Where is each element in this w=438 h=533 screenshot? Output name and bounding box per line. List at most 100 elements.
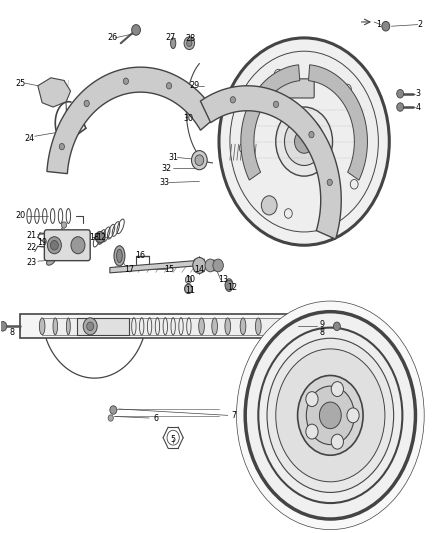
Circle shape bbox=[331, 382, 343, 397]
Ellipse shape bbox=[212, 318, 218, 335]
Text: 3: 3 bbox=[415, 89, 420, 98]
Text: 20: 20 bbox=[15, 212, 25, 221]
Ellipse shape bbox=[53, 318, 57, 335]
Circle shape bbox=[397, 103, 404, 111]
Circle shape bbox=[184, 37, 194, 50]
Polygon shape bbox=[110, 260, 201, 273]
Text: 31: 31 bbox=[168, 153, 178, 162]
Circle shape bbox=[96, 232, 105, 243]
Text: 11: 11 bbox=[186, 286, 196, 295]
Text: 27: 27 bbox=[166, 34, 176, 43]
Text: 28: 28 bbox=[186, 35, 196, 44]
Circle shape bbox=[276, 349, 385, 482]
Text: 15: 15 bbox=[164, 265, 174, 273]
FancyBboxPatch shape bbox=[44, 230, 90, 261]
Ellipse shape bbox=[184, 284, 192, 294]
Circle shape bbox=[47, 237, 61, 254]
Circle shape bbox=[59, 143, 64, 150]
Text: 21: 21 bbox=[26, 231, 36, 240]
Ellipse shape bbox=[255, 318, 261, 335]
Text: 18: 18 bbox=[89, 233, 99, 242]
Circle shape bbox=[61, 222, 67, 228]
Circle shape bbox=[333, 322, 340, 330]
Circle shape bbox=[87, 322, 94, 330]
Text: 30: 30 bbox=[184, 114, 194, 123]
Circle shape bbox=[237, 301, 424, 530]
Circle shape bbox=[309, 132, 314, 138]
Circle shape bbox=[285, 118, 324, 165]
Bar bbox=[77, 318, 130, 335]
Circle shape bbox=[273, 101, 279, 108]
Text: 16: 16 bbox=[135, 252, 145, 260]
Ellipse shape bbox=[170, 38, 176, 49]
Text: 12: 12 bbox=[227, 283, 237, 292]
Circle shape bbox=[83, 318, 97, 335]
Circle shape bbox=[297, 375, 363, 455]
Ellipse shape bbox=[39, 318, 45, 335]
Text: 33: 33 bbox=[159, 178, 170, 187]
Circle shape bbox=[261, 196, 277, 215]
Text: 4: 4 bbox=[415, 102, 420, 111]
Text: 17: 17 bbox=[124, 265, 134, 273]
Circle shape bbox=[306, 392, 318, 407]
Bar bbox=[42, 318, 289, 335]
Circle shape bbox=[331, 434, 343, 449]
Circle shape bbox=[306, 386, 354, 445]
Text: 29: 29 bbox=[190, 81, 200, 90]
Text: 26: 26 bbox=[107, 34, 117, 43]
Text: 6: 6 bbox=[153, 414, 158, 423]
Circle shape bbox=[230, 96, 236, 103]
Text: 8: 8 bbox=[319, 328, 324, 337]
Text: 32: 32 bbox=[162, 164, 172, 173]
Text: 10: 10 bbox=[186, 275, 196, 284]
Ellipse shape bbox=[208, 260, 220, 271]
Text: 24: 24 bbox=[24, 134, 34, 143]
Ellipse shape bbox=[193, 257, 206, 273]
Circle shape bbox=[187, 40, 192, 46]
Text: 2: 2 bbox=[417, 20, 422, 29]
Text: 19: 19 bbox=[37, 238, 47, 247]
Polygon shape bbox=[308, 65, 367, 180]
Circle shape bbox=[319, 402, 341, 429]
Circle shape bbox=[110, 406, 117, 414]
Ellipse shape bbox=[114, 246, 125, 266]
Circle shape bbox=[306, 424, 318, 439]
Circle shape bbox=[397, 90, 404, 98]
Polygon shape bbox=[201, 86, 341, 239]
Circle shape bbox=[191, 151, 207, 169]
Text: 1: 1 bbox=[376, 20, 381, 29]
Text: 14: 14 bbox=[194, 265, 205, 273]
Text: 13: 13 bbox=[219, 275, 228, 284]
Circle shape bbox=[123, 78, 128, 84]
Circle shape bbox=[195, 155, 204, 165]
Ellipse shape bbox=[199, 318, 205, 335]
Circle shape bbox=[382, 21, 390, 31]
Text: 5: 5 bbox=[170, 435, 176, 444]
Ellipse shape bbox=[67, 318, 70, 335]
FancyBboxPatch shape bbox=[277, 79, 314, 98]
Text: 23: 23 bbox=[26, 258, 36, 266]
Circle shape bbox=[294, 130, 314, 154]
Circle shape bbox=[71, 237, 85, 254]
Ellipse shape bbox=[225, 318, 230, 335]
Circle shape bbox=[213, 259, 223, 272]
Ellipse shape bbox=[95, 231, 105, 243]
Ellipse shape bbox=[240, 318, 246, 335]
Ellipse shape bbox=[185, 276, 191, 284]
Circle shape bbox=[276, 107, 332, 176]
Circle shape bbox=[205, 259, 215, 272]
Circle shape bbox=[258, 328, 403, 503]
Text: 8: 8 bbox=[9, 328, 14, 337]
Circle shape bbox=[230, 51, 378, 232]
Text: 25: 25 bbox=[15, 78, 25, 87]
Polygon shape bbox=[241, 65, 300, 180]
Text: 7: 7 bbox=[232, 411, 237, 420]
Polygon shape bbox=[38, 78, 71, 107]
Polygon shape bbox=[47, 67, 217, 174]
Circle shape bbox=[219, 38, 389, 245]
Circle shape bbox=[166, 83, 172, 89]
Circle shape bbox=[347, 408, 359, 423]
Circle shape bbox=[132, 25, 141, 35]
Ellipse shape bbox=[225, 279, 233, 292]
Circle shape bbox=[185, 285, 192, 293]
